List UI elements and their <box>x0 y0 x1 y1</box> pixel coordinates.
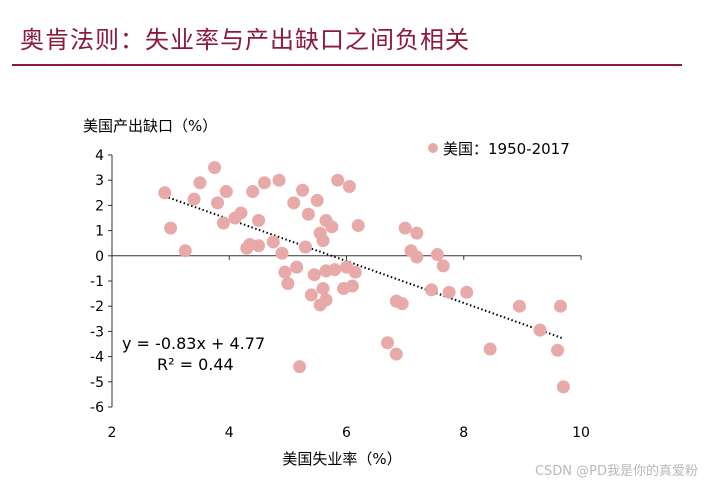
legend-label: 美国：1950-2017 <box>443 140 570 158</box>
data-point <box>342 180 356 193</box>
data-point <box>483 342 497 356</box>
page-title: 奥肯法则：失业率与产出缺口之间负相关 <box>20 26 470 54</box>
y-tick-label: 3 <box>95 173 104 189</box>
data-point <box>234 206 248 220</box>
data-point <box>298 240 312 254</box>
data-point <box>219 185 233 199</box>
y-tick-label: -5 <box>90 375 104 391</box>
data-point <box>278 265 292 279</box>
data-point <box>275 246 289 260</box>
data-point <box>351 219 365 233</box>
data-point <box>246 185 260 199</box>
watermark: CSDN @PD我是你的真爱粉 <box>534 464 698 479</box>
data-point <box>331 173 345 187</box>
data-point <box>328 263 342 277</box>
data-point <box>460 285 474 299</box>
data-point <box>158 186 172 200</box>
y-tick-label: -6 <box>90 400 104 416</box>
data-point <box>436 259 450 273</box>
data-point <box>301 207 315 221</box>
y-tick-label: 4 <box>95 148 104 164</box>
data-point <box>410 250 424 264</box>
data-point <box>553 299 567 313</box>
x-tick-label: 2 <box>108 425 117 441</box>
data-point <box>211 196 225 210</box>
data-point <box>272 173 286 187</box>
data-point <box>430 248 444 262</box>
data-point <box>316 234 330 248</box>
data-point <box>293 360 307 374</box>
legend-marker <box>428 143 438 153</box>
data-point <box>319 293 333 307</box>
y-tick-label: 1 <box>95 224 104 240</box>
data-point <box>389 347 403 361</box>
data-point <box>164 221 178 235</box>
data-point <box>266 235 280 249</box>
data-point <box>187 192 201 206</box>
data-point <box>345 279 359 293</box>
data-point <box>307 268 321 282</box>
y-tick-label: 2 <box>95 198 104 214</box>
data-point <box>290 260 304 274</box>
x-axis-label: 美国失业率（%） <box>282 450 401 468</box>
y-tick-label: -3 <box>90 324 104 340</box>
regression-equation: y = -0.83x + 4.77 <box>122 334 265 353</box>
data-point <box>348 265 362 279</box>
x-tick-label: 10 <box>572 425 590 441</box>
data-point <box>296 183 310 197</box>
r-squared-label: R² = 0.44 <box>157 355 234 374</box>
data-point <box>398 221 412 235</box>
y-tick-label: -1 <box>90 274 104 290</box>
y-tick-label: 0 <box>95 249 104 265</box>
y-axis-label: 美国产出缺口（%） <box>83 117 217 135</box>
data-point <box>325 220 339 234</box>
data-point <box>310 193 324 207</box>
legend: 美国：1950-2017 <box>428 140 570 158</box>
data-point <box>410 226 424 240</box>
data-point <box>304 288 318 302</box>
data-point <box>281 277 295 291</box>
data-point <box>395 297 409 311</box>
data-point <box>425 283 439 297</box>
data-point <box>208 161 222 175</box>
data-point <box>512 299 526 313</box>
data-point <box>556 380 570 394</box>
data-point <box>442 285 456 299</box>
x-tick-label: 4 <box>225 425 234 441</box>
x-tick-label: 6 <box>342 425 351 441</box>
data-point <box>252 214 266 228</box>
data-point <box>257 176 271 190</box>
data-point <box>216 216 230 230</box>
data-point <box>178 244 192 258</box>
data-point <box>551 343 565 357</box>
data-point <box>381 336 395 350</box>
y-tick-label: -4 <box>90 350 104 366</box>
data-point <box>287 196 301 210</box>
title-divider <box>12 64 682 66</box>
data-point <box>533 323 547 337</box>
data-point <box>193 176 207 190</box>
trend-line <box>164 195 564 340</box>
data-point <box>316 282 330 296</box>
x-tick-label: 8 <box>459 425 468 441</box>
data-point <box>252 239 266 253</box>
y-tick-label: -2 <box>90 299 104 315</box>
